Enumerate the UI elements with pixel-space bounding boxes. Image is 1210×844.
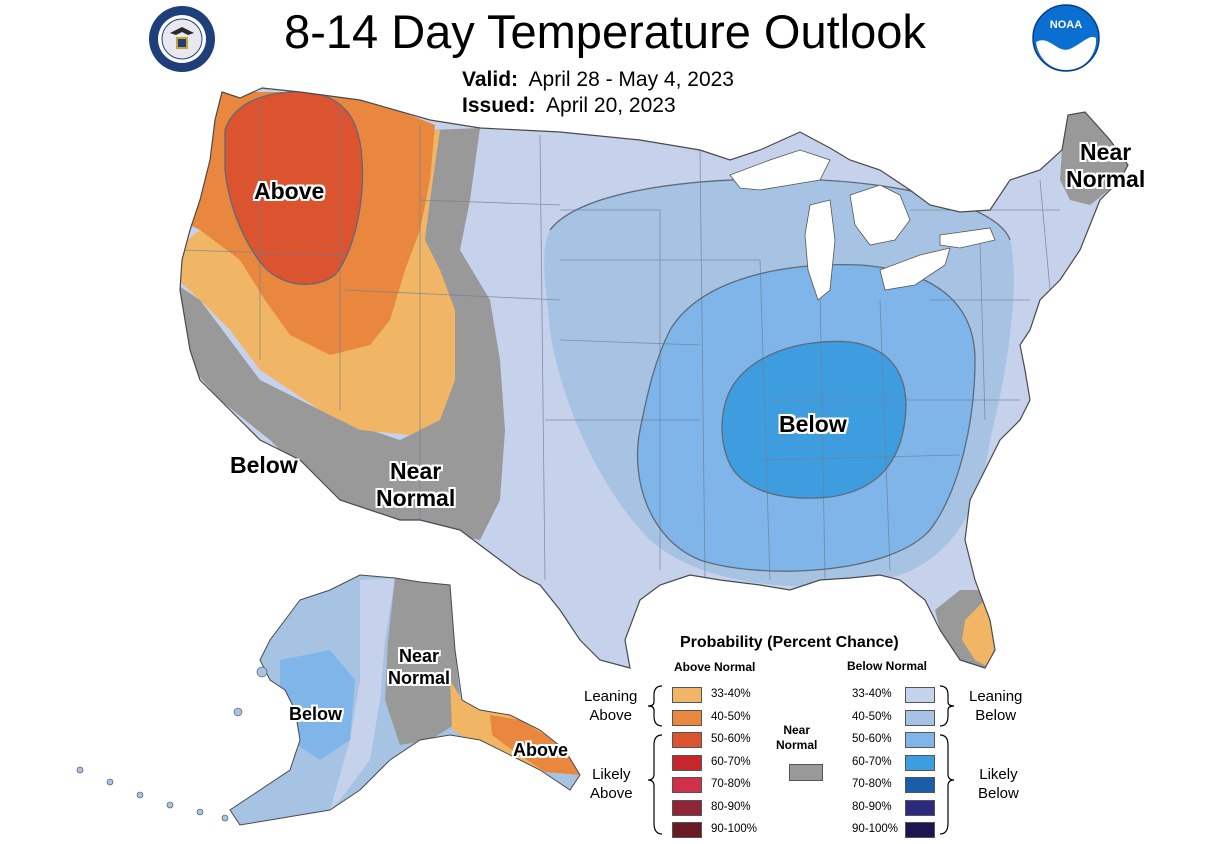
below-swatch-3 [905, 732, 935, 748]
legend-leaning-above: Leaning Above [584, 687, 637, 725]
department-of-commerce-seal-icon [149, 6, 215, 72]
legend-title: Probability (Percent Chance) [680, 634, 899, 651]
noaa-logo-icon: NOAA [1032, 4, 1100, 72]
below-swatch-6 [905, 799, 935, 816]
legend-likely-below-line1: Likely [979, 766, 1018, 783]
below-swatch-7 [905, 822, 935, 838]
above-swatch-7 [672, 822, 702, 838]
legend-near-normal-swatch [789, 764, 823, 781]
issued-label: Issued: [462, 94, 536, 117]
below-swatch-2 [905, 709, 935, 726]
legend-likely-above-line2: Above [590, 785, 633, 802]
label-above-alaska: Above [513, 740, 569, 760]
legend-leaning-below-line2: Below [975, 707, 1017, 724]
below-swatch-label-1: 33-40% [852, 688, 892, 700]
valid-dates: April 28 - May 4, 2023 [528, 68, 734, 91]
label-near-normal-southwest-line2: Normal [376, 485, 456, 511]
issued-date: April 20, 2023 [546, 94, 676, 117]
below-swatch-label-3: 50-60% [852, 733, 892, 745]
label-near-normal-alaska-line2: Normal [388, 668, 451, 688]
below-swatch-label-6: 80-90% [852, 800, 892, 813]
below-swatch-5 [905, 777, 935, 793]
above-swatch-label-6: 80-90% [711, 800, 751, 813]
page-title: 8-14 Day Temperature Outlook [284, 5, 926, 58]
label-near-normal-northeast-line1: Near [1080, 139, 1132, 165]
below-swatch-label-7: 90-100% [852, 823, 899, 835]
below-swatch-label-5: 70-80% [852, 778, 892, 790]
above-swatch-label-7: 90-100% [711, 823, 758, 835]
above-swatch-5 [672, 777, 702, 793]
legend-near-normal-line1: Near [783, 723, 811, 737]
legend-likely-above-line1: Likely [592, 766, 631, 783]
legend-leaning-below: Leaning Below [969, 687, 1022, 725]
label-near-normal-alaska-line1: Near [398, 646, 440, 666]
label-near-normal-alaska: Near Normal [388, 645, 450, 689]
legend-near-normal-line2: Normal [776, 738, 818, 752]
legend-likely-below: Likely Below [978, 765, 1019, 803]
above-swatch-label-5: 70-80% [711, 778, 751, 790]
legend-likely-above: Likely Above [590, 765, 633, 803]
below-swatch-1 [905, 687, 935, 703]
label-above-northwest: Above [254, 178, 325, 204]
below-swatch-label-4: 60-70% [852, 755, 892, 768]
legend-leaning-above-line1: Leaning [584, 688, 638, 705]
label-near-normal-southwest: Near Normal [376, 458, 455, 512]
above-swatch-label-2: 40-50% [711, 710, 751, 723]
label-near-normal-northeast-line2: Normal [1066, 166, 1146, 192]
above-swatch-label-3: 50-60% [711, 733, 751, 745]
label-below-central: Below [779, 411, 847, 437]
legend-below-header: Below Normal [847, 659, 928, 673]
below-swatch-4 [905, 754, 935, 771]
above-swatch-6 [672, 799, 702, 816]
valid-label: Valid: [462, 68, 519, 91]
label-below-alaska: Below [289, 704, 343, 724]
legend-leaning-above-line2: Above [589, 707, 632, 724]
label-below-southwest: Below [230, 452, 298, 478]
above-swatch-1 [672, 687, 702, 703]
noaa-logo-text: NOAA [1050, 19, 1082, 31]
label-near-normal-southwest-line1: Near [390, 458, 442, 484]
legend-likely-below-line2: Below [978, 785, 1019, 802]
above-swatch-2 [672, 709, 702, 726]
above-swatch-4 [672, 754, 702, 771]
legend-leaning-below-line1: Leaning [969, 688, 1023, 705]
validity-info: Valid: April 28 - May 4, 2023 Issued: Ap… [462, 67, 734, 119]
label-near-normal-northeast: Near Normal [1066, 139, 1145, 193]
below-swatch-label-2: 40-50% [852, 710, 892, 723]
legend-above-header: Above Normal [674, 660, 756, 674]
above-swatch-3 [672, 732, 702, 748]
above-swatch-label-1: 33-40% [711, 688, 751, 700]
legend-near-normal-label: Near Normal [776, 723, 817, 753]
above-swatch-label-4: 60-70% [711, 755, 751, 768]
